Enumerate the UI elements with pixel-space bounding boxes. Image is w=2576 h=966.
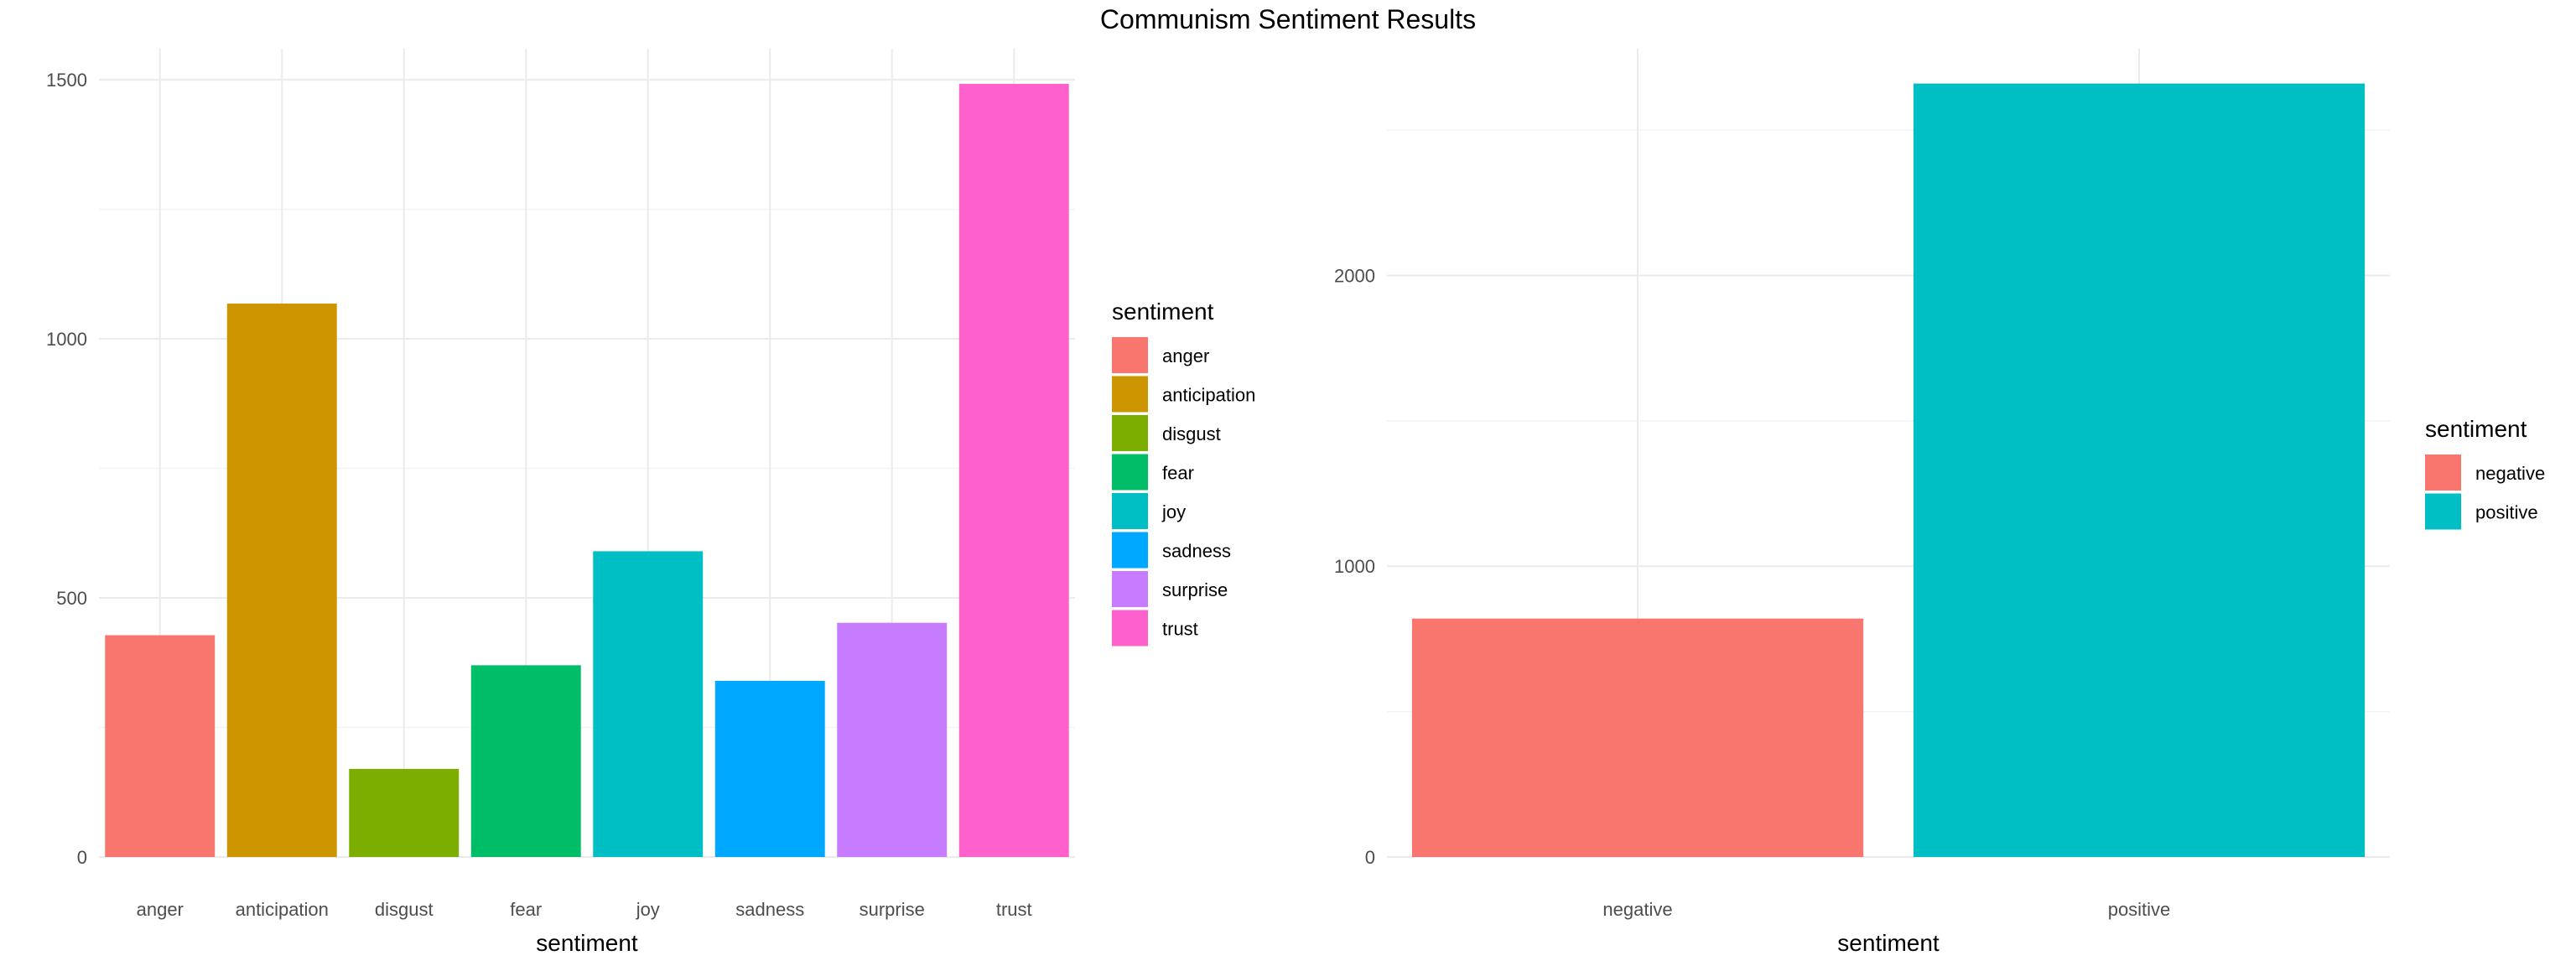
legend-label-trust: trust bbox=[1162, 619, 1198, 640]
y-tick-label: 0 bbox=[77, 847, 87, 868]
legend: sentiment anger anticipation disgust fear joy… bbox=[1112, 299, 1255, 647]
legend: sentiment negative positive bbox=[2425, 416, 2545, 530]
y-tick-label: 0 bbox=[1365, 847, 1375, 868]
legend-label-sadness: sadness bbox=[1162, 541, 1231, 562]
legend-label-positive: positive bbox=[2475, 502, 2538, 523]
bar-negative bbox=[1411, 618, 1864, 857]
legend-title: sentiment bbox=[1112, 299, 1214, 325]
bar-disgust bbox=[349, 768, 460, 857]
legend-swatch-sadness bbox=[1112, 532, 1148, 569]
legend-swatch-trust bbox=[1112, 610, 1148, 647]
bar-anger bbox=[105, 635, 216, 857]
x-tick-label: trust bbox=[996, 899, 1032, 920]
bar-joy bbox=[593, 551, 704, 857]
figure-title: Communism Sentiment Results bbox=[1100, 4, 1476, 34]
legend-label-anger: anger bbox=[1162, 345, 1209, 366]
legend-label-fear: fear bbox=[1162, 463, 1194, 484]
legend-swatch-surprise bbox=[1112, 571, 1148, 607]
legend-label-surprise: surprise bbox=[1162, 579, 1228, 600]
y-tick-label: 1000 bbox=[46, 329, 87, 350]
y-tick-label: 500 bbox=[56, 588, 87, 609]
legend-swatch-joy bbox=[1112, 493, 1148, 529]
legend-swatch-anticipation bbox=[1112, 376, 1148, 413]
legend-label-negative: negative bbox=[2475, 463, 2545, 484]
x-tick-label: anger bbox=[137, 899, 184, 920]
y-tick-label: 2000 bbox=[1334, 265, 1375, 286]
bar-trust bbox=[958, 84, 1069, 858]
legend-label-joy: joy bbox=[1161, 501, 1186, 522]
x-axis-title: sentiment bbox=[536, 930, 638, 956]
legend-label-disgust: disgust bbox=[1162, 423, 1221, 444]
x-tick-label: positive bbox=[2108, 899, 2171, 920]
x-tick-label: disgust bbox=[375, 899, 434, 920]
bar-positive bbox=[1913, 83, 2366, 857]
y-tick-label: 1000 bbox=[1334, 556, 1375, 577]
legend-swatch-disgust bbox=[1112, 415, 1148, 451]
x-tick-label: anticipation bbox=[236, 899, 329, 920]
x-tick-label: negative bbox=[1602, 899, 1672, 920]
bar-sadness bbox=[714, 680, 825, 857]
bar-anticipation bbox=[226, 304, 337, 857]
x-tick-label: joy bbox=[636, 899, 660, 920]
legend-title: sentiment bbox=[2425, 416, 2527, 442]
legend-swatch-fear bbox=[1112, 454, 1148, 491]
x-tick-label: surprise bbox=[860, 899, 925, 920]
emotion-bar-chart: 0 500 1000 1500 anger anticipation disgust fear… bbox=[46, 49, 1255, 956]
legend-swatch-positive bbox=[2425, 493, 2461, 530]
x-tick-label: sadness bbox=[735, 899, 804, 920]
bar-surprise bbox=[837, 622, 948, 857]
legend-label-anticipation: anticipation bbox=[1162, 385, 1255, 406]
x-axis-title: sentiment bbox=[1837, 930, 1940, 956]
legend-swatch-anger bbox=[1112, 337, 1148, 373]
legend-swatch-negative bbox=[2425, 454, 2461, 491]
y-tick-label: 1500 bbox=[46, 70, 87, 91]
x-tick-label: fear bbox=[510, 899, 542, 920]
bar-fear bbox=[470, 665, 581, 857]
